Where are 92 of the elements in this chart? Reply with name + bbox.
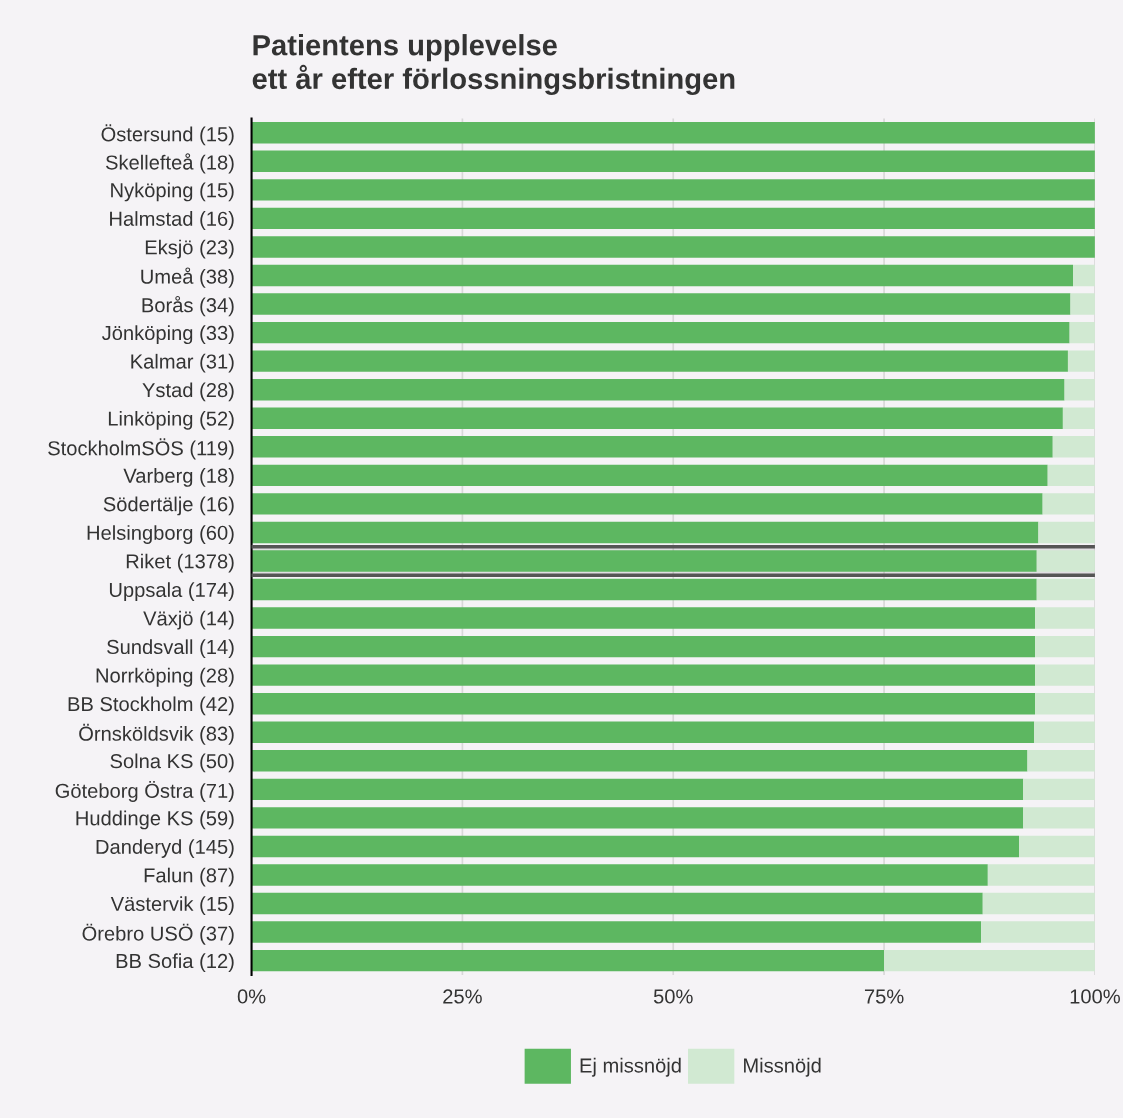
legend-label: Ej missnöjd	[580, 1057, 681, 1077]
bar	[251, 521, 1039, 544]
y-tick-label: Nyköping (15)	[111, 182, 234, 202]
y-tick-label: Riket (1378)	[126, 553, 234, 573]
bar	[1023, 778, 1095, 801]
y-tick-label: Västervik (15)	[110, 896, 234, 915]
bar	[981, 921, 1095, 943]
y-tick-label: Sundsvall (14)	[107, 639, 234, 659]
bar	[251, 921, 982, 943]
y-tick-label: BB Stockholm (42)	[68, 696, 234, 716]
bar	[1069, 321, 1095, 344]
y-tick-label: Eksjö (23)	[145, 239, 234, 259]
bar	[251, 179, 1095, 201]
y-tick-label: Helsingborg (60)	[87, 525, 234, 544]
y-tick-label: Borås (34)	[142, 295, 234, 317]
bar	[1036, 550, 1095, 572]
bar	[1034, 721, 1095, 743]
y-tick-label: Jönköping (33)	[101, 325, 234, 345]
bar	[1035, 635, 1095, 658]
y-tick-label: Huddinge KS (59)	[76, 810, 234, 830]
bar	[251, 864, 988, 886]
y-tick-label: Örnsköldsvik (83)	[79, 723, 234, 745]
y-tick-label: Södertälje (16)	[103, 496, 234, 516]
bar	[251, 150, 1095, 173]
bar	[251, 378, 1065, 401]
y-tick-label: BB Sofia (12)	[116, 953, 234, 973]
y-tick-label: Varberg (18)	[123, 468, 234, 487]
bar	[1067, 350, 1095, 372]
bar	[251, 293, 1071, 315]
x-tick-label: 100%	[1070, 989, 1120, 1004]
bar	[1073, 264, 1095, 287]
bar	[251, 835, 1020, 858]
bar	[251, 493, 1043, 515]
bar	[1035, 607, 1095, 629]
y-tick-label: StockholmSÖS (119)	[48, 438, 234, 460]
bar	[1019, 835, 1095, 858]
bar	[1036, 578, 1095, 601]
y-tick-label: Ystad (28)	[142, 382, 234, 402]
bar	[1047, 464, 1095, 487]
bar	[1042, 493, 1095, 515]
bar	[1070, 293, 1095, 315]
bar	[251, 693, 1036, 715]
bar	[251, 436, 1053, 458]
x-tick-label: 50%	[653, 989, 693, 1004]
bar	[251, 607, 1036, 629]
bar	[1064, 378, 1095, 401]
y-tick-label: Danderyd (145)	[96, 839, 234, 858]
y-tick-label: Örebro USÖ (37)	[82, 923, 234, 945]
bar	[1035, 693, 1095, 715]
bar	[251, 664, 1036, 686]
bar	[1035, 664, 1095, 686]
bar	[251, 207, 1095, 230]
y-tick-label: Uppsala (174)	[109, 582, 234, 601]
y-tick-label: Norrköping (28)	[96, 667, 234, 687]
y-tick-label: Kalmar (31)	[131, 353, 234, 373]
bar	[1038, 521, 1095, 544]
bar	[1027, 750, 1095, 772]
bar	[251, 807, 1024, 829]
bar	[251, 407, 1063, 429]
bar	[884, 949, 1095, 972]
bar	[251, 578, 1037, 601]
x-tick-label: 25%	[443, 989, 482, 1004]
x-tick-label: 0%	[237, 989, 266, 1004]
bar	[251, 949, 885, 972]
y-tick-label: Göteborg Östra (71)	[55, 780, 234, 802]
y-tick-label: Skellefteå (18)	[105, 153, 234, 174]
bar	[251, 122, 1095, 144]
bar	[251, 721, 1035, 743]
bar	[1052, 436, 1095, 458]
y-tick-label: Östersund (15)	[101, 124, 234, 146]
bar	[251, 264, 1073, 287]
y-tick-label: Umeå (38)	[141, 267, 234, 288]
bar	[982, 892, 1095, 915]
bar	[987, 864, 1095, 886]
x-tick-label: 75%	[864, 989, 904, 1004]
bar	[251, 778, 1024, 801]
y-tick-label: Solna KS (50)	[110, 753, 234, 773]
bar	[1023, 807, 1095, 829]
bar	[251, 892, 983, 915]
bar	[251, 750, 1028, 772]
y-tick-label: Linköping (52)	[108, 410, 234, 430]
y-tick-label: Halmstad (16)	[110, 211, 234, 230]
bar	[251, 464, 1048, 487]
y-tick-label: Falun (87)	[144, 867, 234, 887]
bar	[251, 236, 1095, 258]
bar	[251, 635, 1036, 658]
legend-label: Missnöjd	[744, 1057, 821, 1077]
chart-title: Patientens upplevelse ett år efter förlossningsbristningen	[252, 34, 735, 96]
bar	[251, 350, 1068, 372]
bar	[251, 321, 1070, 344]
bar	[1062, 407, 1095, 429]
y-tick-label: Växjö (14)	[143, 610, 234, 630]
